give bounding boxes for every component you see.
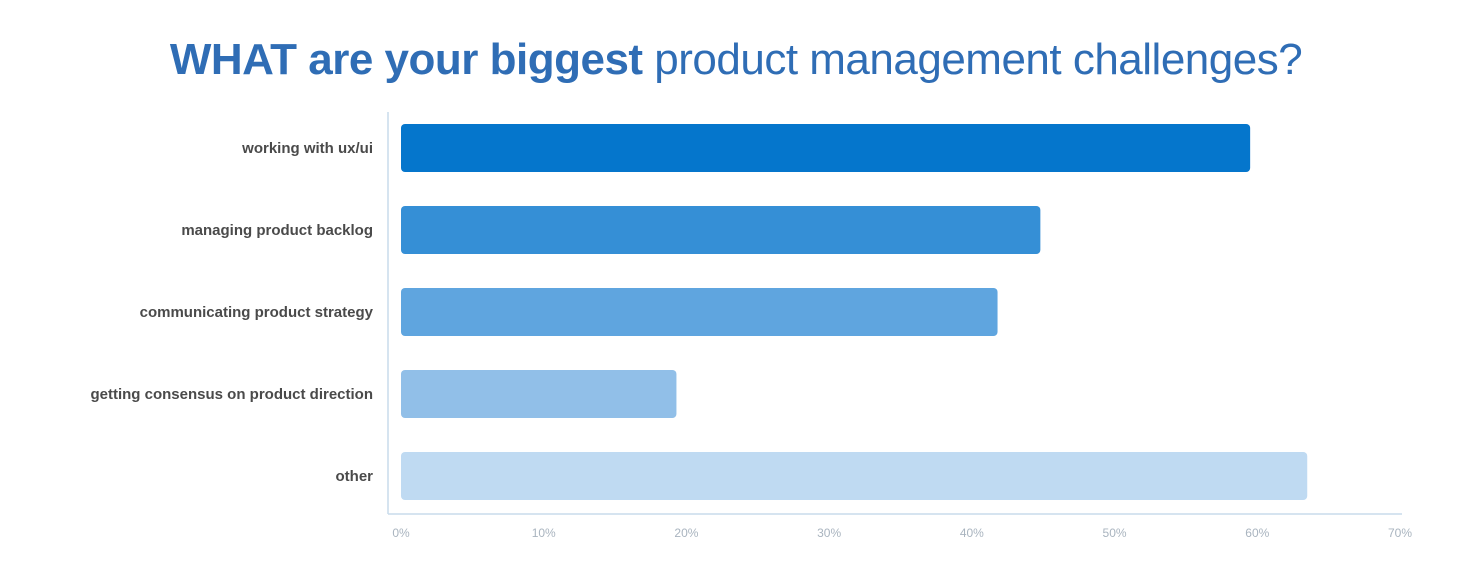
category-label-0: working with ux/ui bbox=[241, 140, 373, 157]
bar-4 bbox=[401, 452, 1308, 500]
title-part-1: WHAT bbox=[169, 35, 297, 84]
x-tick-label-2: 20% bbox=[674, 526, 698, 540]
x-tick-label-7: 70% bbox=[1388, 526, 1412, 540]
title-part-2: are your biggest bbox=[308, 35, 643, 84]
bar-1 bbox=[401, 206, 1041, 254]
chart-title: WHAT are your biggest product management… bbox=[0, 34, 1472, 86]
x-tick-label-0: 0% bbox=[392, 526, 410, 540]
x-tick-label-1: 10% bbox=[532, 526, 556, 540]
title-part-3: product management challenges? bbox=[654, 35, 1303, 84]
category-label-3: getting consensus on product direction bbox=[90, 386, 373, 403]
bar-3 bbox=[401, 370, 677, 418]
x-tick-label-5: 50% bbox=[1103, 526, 1127, 540]
x-tick-label-4: 40% bbox=[960, 526, 984, 540]
category-label-2: communicating product strategy bbox=[140, 304, 374, 321]
x-tick-label-3: 30% bbox=[817, 526, 841, 540]
tick-labels-group: 0% 10% 20% 30% 40% 50% 60% 70% bbox=[392, 526, 1412, 540]
bar-2 bbox=[401, 288, 998, 336]
bars-group bbox=[401, 124, 1308, 500]
category-label-4: other bbox=[336, 468, 374, 485]
category-labels-group: working with ux/ui managing product backl… bbox=[90, 140, 373, 485]
x-tick-label-6: 60% bbox=[1245, 526, 1269, 540]
category-label-1: managing product backlog bbox=[181, 222, 373, 239]
bar-0 bbox=[401, 124, 1251, 172]
